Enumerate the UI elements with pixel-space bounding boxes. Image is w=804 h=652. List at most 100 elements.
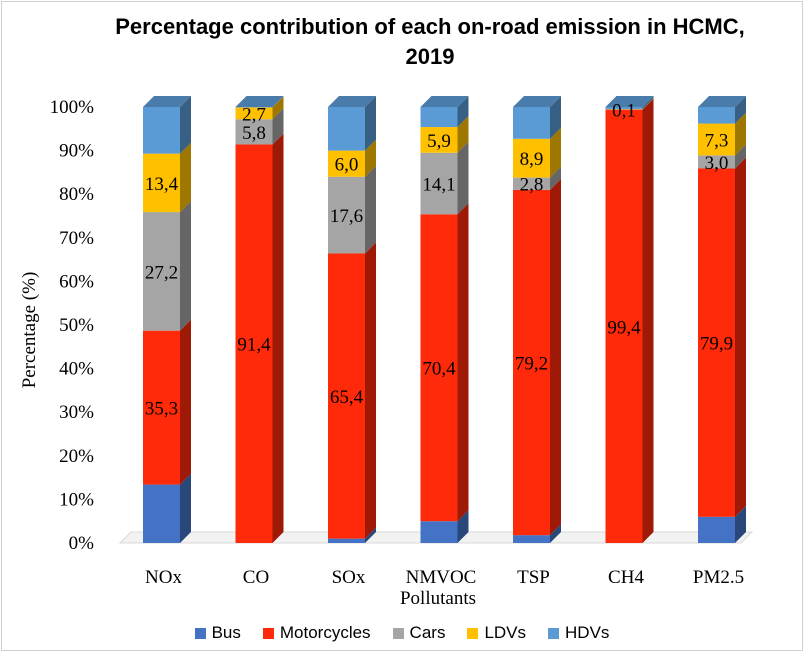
bar-side-PM2.5-Bus <box>735 505 746 543</box>
y-tick-label: 0% <box>69 533 95 554</box>
bar-TSP-Cars <box>513 177 550 190</box>
bar-PM2.5-Motorcycles <box>698 168 735 517</box>
data-label: 79,9 <box>700 334 733 355</box>
bar-CO-Motorcycles <box>235 144 273 543</box>
bar-side-PM2.5-Motorcycles <box>735 157 746 517</box>
x-tick-label: CH4 <box>608 567 644 588</box>
y-tick-label: 10% <box>59 489 94 510</box>
bar-side-NOx-LDVs <box>180 142 191 213</box>
bar-side-NMVOC-Bus <box>457 510 469 543</box>
bar-NOx-LDVs <box>143 153 180 213</box>
legend-swatch <box>194 627 206 639</box>
bar-side-NMVOC-Motorcycles <box>457 203 469 522</box>
bar-side-TSP-LDVs <box>550 127 561 178</box>
bar-TSP-HDVs <box>513 107 550 139</box>
data-label: 91,4 <box>237 335 271 356</box>
y-tick-label: 30% <box>59 402 94 423</box>
bar-side-CH4-Motorcycles <box>642 98 654 543</box>
y-tick-label: 60% <box>59 271 94 292</box>
data-label: 70,4 <box>422 359 456 380</box>
bar-top-NMVOC <box>420 96 469 107</box>
x-tick-label: SOx <box>332 567 366 588</box>
data-label: 7,3 <box>705 130 729 151</box>
legend-swatch <box>548 627 560 639</box>
legend-label: Motorcycles <box>279 623 371 642</box>
bar-SOx-Motorcycles <box>328 253 365 539</box>
bar-NMVOC-HDVs <box>420 107 458 128</box>
y-tick-label: 50% <box>59 315 94 336</box>
legend-label: Bus <box>211 623 241 642</box>
chart-title-line-1: Percentage contribution of each on-road … <box>115 14 745 39</box>
bar-side-SOx-Cars <box>365 165 376 254</box>
data-label: 5,8 <box>242 123 266 144</box>
bar-top-SOx <box>328 96 376 107</box>
bar-side-TSP-Motorcycles <box>550 178 561 536</box>
bar-CO-Cars <box>235 119 273 145</box>
data-label: 2,8 <box>520 175 544 196</box>
bar-CH4-HDVs <box>605 107 643 110</box>
bar-side-CO-Cars <box>272 108 284 145</box>
bar-PM2.5-Cars <box>698 155 735 169</box>
bar-PM2.5-Bus <box>698 516 735 543</box>
y-tick-label: 40% <box>59 359 94 380</box>
data-label: 99,4 <box>607 317 641 338</box>
data-label: 3,0 <box>705 153 729 174</box>
data-label: 65,4 <box>330 387 364 408</box>
bar-side-PM2.5-LDVs <box>735 112 746 156</box>
bar-top-PM2.5 <box>698 96 746 107</box>
bar-NMVOC-LDVs <box>420 127 458 153</box>
bar-CO-LDVs <box>235 107 273 120</box>
bar-side-SOx-HDVs <box>365 96 376 151</box>
bar-top-CO <box>235 96 284 107</box>
bar-side-TSP-HDVs <box>550 96 561 139</box>
bar-top-NOx <box>143 96 191 107</box>
bar-side-NOx-Motorcycles <box>180 319 191 485</box>
data-label: 8,9 <box>520 149 544 170</box>
legend-item: LDVs <box>467 623 526 643</box>
bar-NOx-Motorcycles <box>143 330 180 485</box>
y-tick-label: 70% <box>59 228 94 249</box>
bar-side-TSP-Cars <box>550 166 561 190</box>
bar-side-NMVOC-HDVs <box>457 96 469 128</box>
bar-TSP-Motorcycles <box>513 189 550 536</box>
x-tick-label: NOx <box>145 567 182 588</box>
bar-CH4-Motorcycles <box>605 109 643 543</box>
chart-title: Percentage contribution of each on-road … <box>60 12 800 72</box>
bar-SOx-Bus <box>328 538 365 543</box>
chart-title-line-2: 2019 <box>405 44 455 69</box>
bar-side-PM2.5-HDVs <box>735 96 746 124</box>
bar-side-NOx-Bus <box>180 473 191 543</box>
data-label: 35,3 <box>145 399 178 420</box>
y-tick-label: 90% <box>59 141 94 162</box>
bar-side-NOx-Cars <box>180 201 191 331</box>
bar-SOx-HDVs <box>328 107 365 151</box>
data-label: 5,9 <box>427 131 451 152</box>
bar-NOx-Bus <box>143 484 180 543</box>
x-tick-label: NMVOC <box>406 567 477 588</box>
bar-side-CO-LDVs <box>272 96 284 120</box>
bar-NMVOC-Motorcycles <box>420 214 458 522</box>
bar-side-CO-HDVs <box>272 96 284 108</box>
bar-side-SOx-Motorcycles <box>365 242 376 539</box>
legend-item: HDVs <box>548 623 609 643</box>
bar-side-SOx-Bus <box>365 527 376 543</box>
data-label: 27,2 <box>145 262 178 283</box>
bar-side-SOx-LDVs <box>365 139 376 177</box>
bar-top-TSP <box>513 96 561 107</box>
data-label: 6,0 <box>335 155 359 176</box>
bar-NOx-HDVs <box>143 107 180 154</box>
x-tick-label: PM2.5 <box>693 567 744 588</box>
y-tick-label: 80% <box>59 184 94 205</box>
data-label: 2,7 <box>242 104 266 125</box>
bar-side-NMVOC-Cars <box>457 141 469 215</box>
y-tick-label: 20% <box>59 446 94 467</box>
x-tick-label: TSP <box>517 567 550 588</box>
bar-side-NOx-HDVs <box>180 96 191 154</box>
bar-side-PM2.5-Cars <box>735 144 746 169</box>
legend-swatch <box>392 627 404 639</box>
legend-label: HDVs <box>565 623 610 642</box>
legend-label: LDVs <box>484 623 527 642</box>
bar-NMVOC-Bus <box>420 521 458 543</box>
data-label: 13,4 <box>145 174 179 195</box>
